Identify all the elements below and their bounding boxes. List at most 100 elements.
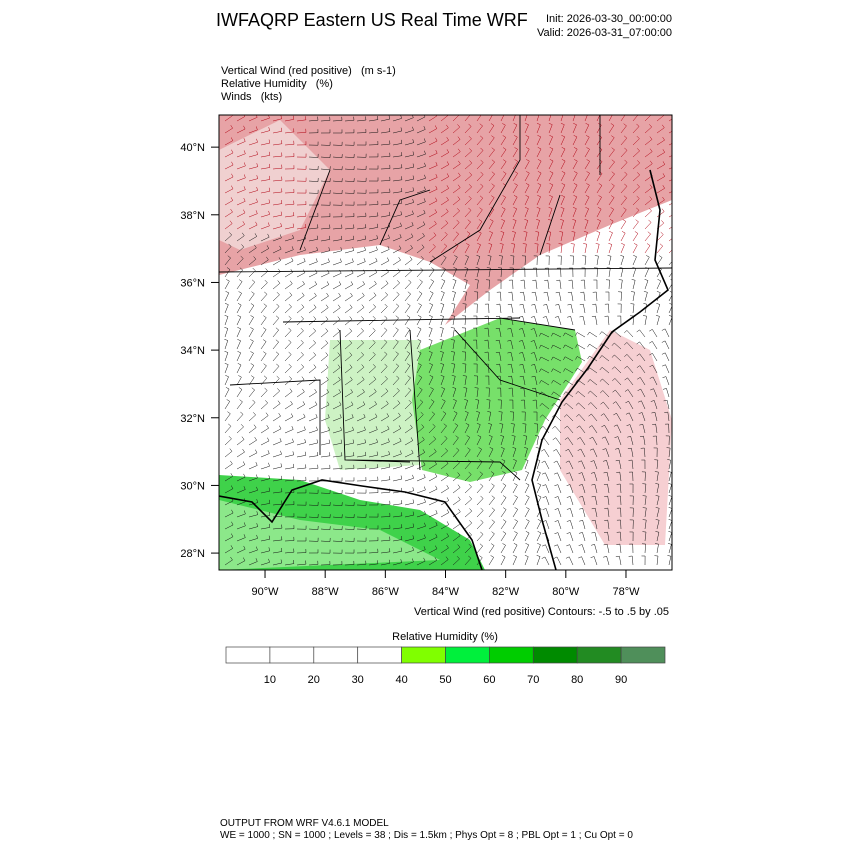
wind-barb <box>284 115 295 122</box>
wind-barb <box>260 139 271 146</box>
wind-barb <box>624 365 634 374</box>
wind-barb <box>500 519 507 530</box>
wind-barb <box>224 243 232 254</box>
wind-barb <box>284 438 294 446</box>
wind-barb <box>523 231 528 242</box>
wind-barb <box>332 439 343 446</box>
wind-barb <box>416 534 426 542</box>
wind-barb <box>554 484 562 494</box>
wind-barb <box>551 356 562 362</box>
wind-barb <box>440 423 447 434</box>
wind-barb <box>404 175 415 182</box>
wind-barb <box>308 364 317 374</box>
wind-barb <box>662 376 670 386</box>
wind-barb <box>332 166 343 171</box>
wind-barb <box>404 499 415 506</box>
wind-barb <box>440 387 446 398</box>
wind-barb <box>392 115 402 122</box>
wind-barb <box>464 543 472 554</box>
wind-barb <box>368 246 378 254</box>
coastline <box>531 169 669 570</box>
wind-barb <box>575 367 586 374</box>
wind-barb <box>644 160 653 170</box>
wind-barb <box>652 423 658 434</box>
wind-barb <box>488 471 495 482</box>
wind-barb <box>655 507 660 518</box>
wind-barb <box>236 473 246 482</box>
wind-barb <box>428 220 437 230</box>
wind-barb <box>539 368 550 374</box>
wind-barb <box>404 449 414 458</box>
wind-barb <box>248 363 255 374</box>
wind-barb <box>497 279 502 290</box>
y-tick-label: 40°N <box>180 142 205 154</box>
wind-barb <box>629 543 634 554</box>
wind-barb <box>571 231 576 242</box>
wind-barb <box>512 459 517 470</box>
wind-barb <box>497 399 502 410</box>
colorbar-box <box>576 646 622 664</box>
wind-barb <box>587 379 598 386</box>
wind-barb <box>587 331 598 338</box>
wind-barb <box>577 448 586 458</box>
wind-barb <box>500 555 506 566</box>
wind-barb <box>656 185 666 194</box>
wind-barb <box>617 303 622 314</box>
wind-barb <box>332 178 343 183</box>
wind-barb <box>260 412 269 422</box>
wind-barb <box>452 279 457 290</box>
wind-barb <box>296 177 307 182</box>
wind-barb <box>476 495 484 506</box>
wind-barb <box>603 556 610 566</box>
wind-barb <box>572 207 577 218</box>
wind-barb <box>224 448 233 458</box>
wind-barb <box>356 451 367 458</box>
wind-barb <box>524 495 530 506</box>
wind-barb <box>539 402 550 410</box>
wind-barb <box>260 222 270 230</box>
wind-barb <box>416 546 426 554</box>
wind-barb <box>488 159 496 170</box>
wind-barb <box>428 363 433 374</box>
wind-barb <box>380 292 389 302</box>
wind-barb <box>512 195 518 206</box>
wind-barb <box>380 413 390 422</box>
wind-barb <box>487 255 492 266</box>
wind-barb <box>284 560 295 566</box>
wind-barb <box>644 115 652 122</box>
wind-barb <box>356 235 367 242</box>
wind-barb <box>644 255 650 266</box>
wind-barb <box>620 123 627 134</box>
wind-barb <box>392 387 400 398</box>
wind-barb <box>607 255 612 266</box>
wind-barb <box>248 523 258 530</box>
wind-barb <box>495 315 502 326</box>
wind-barb <box>512 219 517 230</box>
wind-barb <box>508 375 514 386</box>
colorbar-box <box>532 646 578 664</box>
wind-barb <box>428 173 438 182</box>
wind-barb <box>644 279 649 290</box>
wind-barb <box>476 483 484 494</box>
wind-barb <box>344 340 353 350</box>
wind-barb <box>618 279 623 290</box>
wind-barb <box>272 164 283 170</box>
wind-barb <box>356 426 366 434</box>
wind-barb <box>404 187 415 194</box>
wind-barb <box>539 380 550 386</box>
wind-barb <box>284 388 293 398</box>
wind-barb <box>296 246 306 254</box>
wind-barb <box>616 519 622 530</box>
wind-barb <box>536 555 541 566</box>
wind-barb <box>380 268 389 278</box>
wind-barb <box>464 148 473 158</box>
wind-barb <box>272 303 280 314</box>
wind-barb <box>554 496 562 506</box>
wind-barb <box>284 165 295 170</box>
wind-barb <box>380 128 391 134</box>
wind-barb <box>320 561 331 566</box>
wind-barb <box>236 486 246 494</box>
wind-barb <box>392 188 403 194</box>
wind-barb <box>296 141 307 146</box>
wind-barb <box>440 411 447 422</box>
